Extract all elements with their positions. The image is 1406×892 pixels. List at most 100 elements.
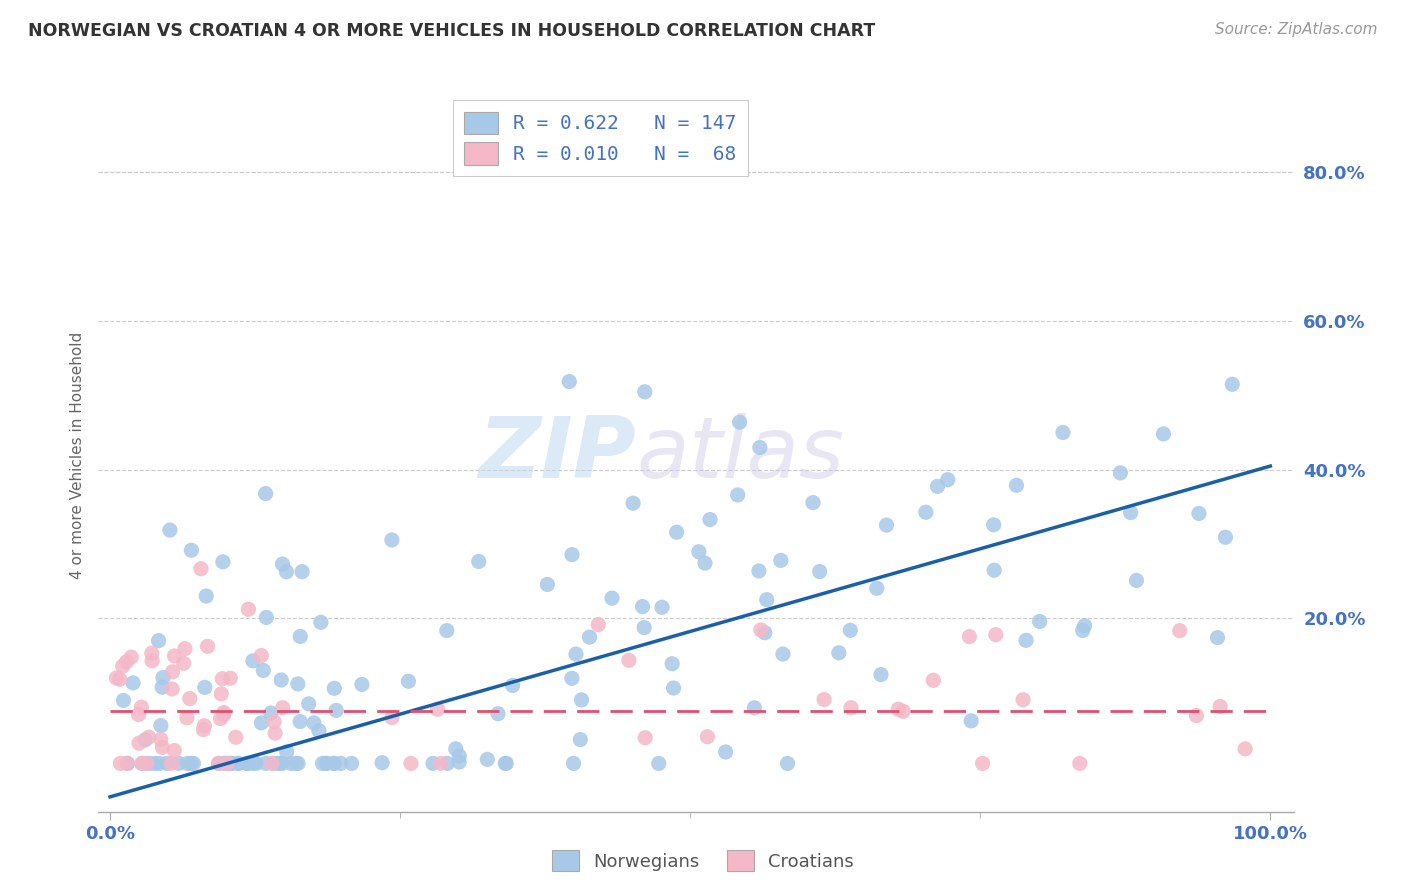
Point xyxy=(110,756,132,771)
Point xyxy=(197,640,219,654)
Point xyxy=(271,700,294,714)
Point xyxy=(744,700,766,714)
Point xyxy=(115,756,138,771)
Point xyxy=(152,740,174,755)
Point xyxy=(1125,574,1147,588)
Point xyxy=(183,756,205,771)
Point xyxy=(179,691,201,706)
Point xyxy=(212,555,235,569)
Point xyxy=(285,756,308,771)
Point xyxy=(808,565,831,579)
Point xyxy=(661,657,683,671)
Point xyxy=(141,654,163,668)
Point xyxy=(238,602,260,616)
Point xyxy=(662,681,685,695)
Point xyxy=(269,756,291,771)
Point xyxy=(323,681,346,696)
Point xyxy=(221,756,243,771)
Point xyxy=(254,756,277,771)
Point xyxy=(254,486,277,500)
Point xyxy=(561,548,583,562)
Point xyxy=(588,617,610,632)
Point xyxy=(288,714,311,729)
Point xyxy=(193,723,215,737)
Point xyxy=(749,623,772,637)
Point xyxy=(960,714,983,728)
Point xyxy=(828,646,851,660)
Point xyxy=(1005,478,1028,492)
Point xyxy=(562,756,585,771)
Point xyxy=(276,565,298,579)
Point xyxy=(194,681,217,695)
Point xyxy=(263,714,285,729)
Point xyxy=(111,659,134,673)
Point xyxy=(350,677,373,691)
Point xyxy=(340,756,363,771)
Point xyxy=(214,756,236,771)
Text: Source: ZipAtlas.com: Source: ZipAtlas.com xyxy=(1215,22,1378,37)
Point xyxy=(870,667,893,681)
Point xyxy=(776,756,799,771)
Point xyxy=(801,495,824,509)
Point xyxy=(219,756,242,771)
Point xyxy=(120,650,142,665)
Point xyxy=(212,706,235,720)
Point xyxy=(138,756,160,771)
Point xyxy=(714,745,737,759)
Point xyxy=(242,654,264,668)
Point xyxy=(426,702,449,716)
Point xyxy=(381,710,404,724)
Point xyxy=(839,624,862,638)
Point xyxy=(449,749,471,764)
Point xyxy=(754,625,776,640)
Point xyxy=(813,692,835,706)
Point xyxy=(648,756,671,771)
Point xyxy=(1015,633,1038,648)
Point xyxy=(290,629,312,643)
Legend: R = 0.622   N = 147, R = 0.010   N =  68: R = 0.622 N = 147, R = 0.010 N = 68 xyxy=(453,101,748,176)
Point xyxy=(298,697,321,711)
Point xyxy=(180,756,202,771)
Text: atlas: atlas xyxy=(636,413,844,497)
Point xyxy=(468,554,491,568)
Point xyxy=(922,673,945,688)
Point xyxy=(143,756,166,771)
Point xyxy=(1073,618,1095,632)
Point xyxy=(1069,756,1091,771)
Point xyxy=(984,628,1007,642)
Point xyxy=(138,730,160,744)
Point xyxy=(174,641,197,656)
Point xyxy=(436,624,458,638)
Point xyxy=(634,384,657,399)
Point xyxy=(302,715,325,730)
Point xyxy=(190,562,212,576)
Point xyxy=(429,756,451,771)
Point xyxy=(578,630,600,644)
Point xyxy=(280,756,302,771)
Point xyxy=(250,715,273,730)
Point xyxy=(769,553,792,567)
Point xyxy=(225,731,247,745)
Point xyxy=(214,756,236,771)
Point xyxy=(915,505,938,519)
Legend: Norwegians, Croatians: Norwegians, Croatians xyxy=(544,843,862,879)
Point xyxy=(226,756,249,771)
Point xyxy=(260,756,283,771)
Point xyxy=(323,756,346,771)
Point xyxy=(236,756,259,771)
Point xyxy=(1168,624,1191,638)
Point xyxy=(748,564,770,578)
Point xyxy=(565,647,588,661)
Point xyxy=(1234,742,1257,756)
Point xyxy=(696,730,718,744)
Point xyxy=(322,756,344,771)
Point xyxy=(212,707,235,722)
Point xyxy=(252,664,274,678)
Point xyxy=(727,488,749,502)
Point xyxy=(132,756,155,771)
Point xyxy=(149,732,172,747)
Point xyxy=(1220,377,1243,392)
Point xyxy=(195,589,218,603)
Point xyxy=(262,756,284,771)
Point xyxy=(217,756,239,771)
